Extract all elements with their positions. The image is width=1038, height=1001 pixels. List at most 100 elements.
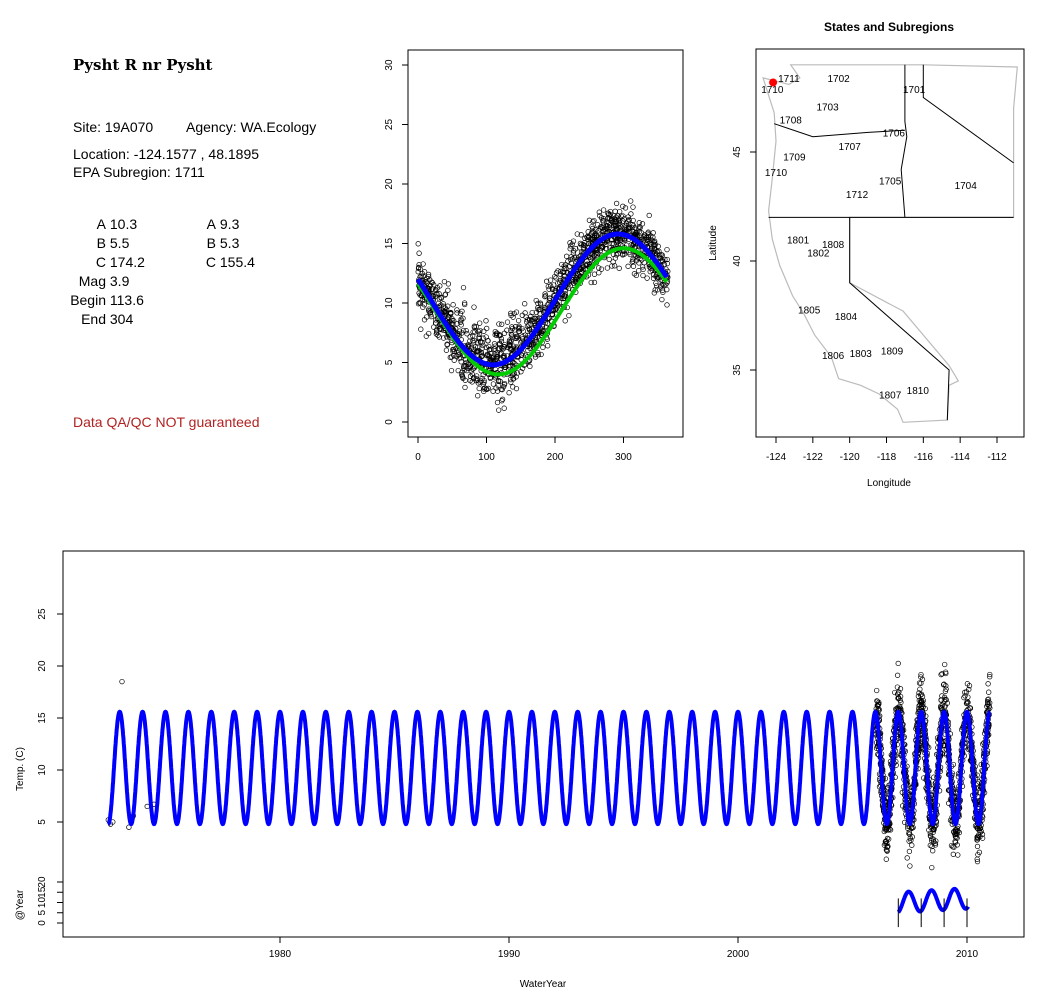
data-point bbox=[930, 848, 936, 854]
data-point bbox=[501, 353, 507, 359]
data-point bbox=[509, 324, 515, 330]
data-point bbox=[562, 318, 568, 324]
data-point bbox=[571, 248, 577, 254]
data-point bbox=[876, 707, 882, 713]
data-point bbox=[459, 308, 465, 314]
data-point bbox=[512, 327, 518, 333]
data-point bbox=[581, 242, 587, 248]
data-point bbox=[522, 301, 528, 307]
data-point bbox=[608, 217, 615, 223]
data-point bbox=[987, 671, 993, 678]
data-point bbox=[654, 251, 660, 258]
data-point bbox=[904, 855, 910, 861]
data-point bbox=[458, 322, 464, 328]
data-point bbox=[916, 680, 923, 686]
location: Location: -124.1577 , 48.1895 bbox=[73, 146, 260, 162]
param-label: C bbox=[95, 254, 106, 270]
data-point bbox=[942, 661, 948, 668]
data-point bbox=[506, 390, 512, 396]
y-tick-label: 40 bbox=[732, 255, 743, 267]
data-point bbox=[636, 268, 642, 274]
data-point bbox=[464, 367, 470, 374]
data-point bbox=[613, 239, 619, 246]
data-point bbox=[943, 670, 949, 677]
data-point bbox=[591, 271, 598, 277]
data-point bbox=[650, 248, 657, 254]
data-point bbox=[553, 270, 560, 276]
data-point bbox=[491, 346, 498, 352]
data-point bbox=[636, 228, 643, 235]
data-point bbox=[645, 236, 652, 242]
data-point bbox=[527, 363, 533, 370]
data-point bbox=[471, 304, 477, 310]
data-point bbox=[545, 283, 551, 290]
data-point bbox=[593, 232, 600, 238]
data-point bbox=[484, 351, 490, 358]
data-point bbox=[519, 365, 526, 372]
data-point bbox=[433, 287, 439, 293]
data-point bbox=[611, 216, 618, 222]
x-tick-label: 200 bbox=[547, 452, 564, 463]
data-point bbox=[596, 265, 602, 271]
data-point bbox=[613, 200, 620, 207]
data-point bbox=[442, 311, 449, 318]
data-point bbox=[580, 267, 586, 273]
data-point bbox=[650, 275, 657, 281]
data-point bbox=[463, 359, 469, 366]
data-point bbox=[436, 296, 443, 302]
data-point bbox=[974, 837, 980, 843]
data-point bbox=[504, 319, 511, 325]
data-point bbox=[515, 317, 522, 324]
data-point bbox=[465, 341, 472, 348]
data-point bbox=[589, 236, 596, 242]
region-label: 1805 bbox=[798, 305, 821, 316]
data-point bbox=[461, 300, 468, 306]
data-point bbox=[428, 312, 434, 318]
region-label: 1705 bbox=[879, 177, 902, 188]
data-point bbox=[943, 683, 949, 689]
data-point bbox=[660, 289, 666, 295]
data-point bbox=[506, 341, 513, 347]
data-point bbox=[918, 701, 925, 707]
data-point bbox=[436, 334, 442, 340]
data-point bbox=[604, 265, 611, 271]
data-point bbox=[514, 333, 520, 340]
data-point bbox=[450, 302, 456, 308]
data-point bbox=[468, 345, 475, 351]
data-point bbox=[542, 293, 549, 299]
data-point bbox=[525, 347, 531, 354]
data-point bbox=[440, 335, 447, 341]
data-point bbox=[535, 300, 541, 307]
data-point bbox=[499, 321, 505, 327]
data-point bbox=[591, 279, 598, 286]
data-point bbox=[894, 672, 901, 678]
data-point bbox=[518, 369, 524, 375]
data-point bbox=[490, 388, 496, 394]
params-col1: A 10.3 B 5.5 C 174.2 Mag 3.9 Begin 113.6… bbox=[50, 216, 145, 330]
data-point bbox=[909, 842, 915, 848]
data-point bbox=[894, 684, 901, 690]
data-point bbox=[918, 671, 924, 678]
data-point bbox=[630, 217, 636, 224]
data-point bbox=[447, 319, 453, 325]
data-point bbox=[606, 212, 612, 218]
data-point bbox=[494, 330, 500, 336]
data-point bbox=[978, 828, 984, 835]
data-point bbox=[577, 266, 584, 272]
data-point bbox=[529, 316, 536, 322]
data-point bbox=[659, 296, 665, 303]
region-label: 1709 bbox=[783, 153, 806, 164]
param-value: 113.6 bbox=[109, 292, 144, 308]
data-point bbox=[898, 706, 904, 712]
data-point bbox=[908, 837, 914, 843]
data-point bbox=[966, 683, 973, 689]
y-tick-label: 45 bbox=[732, 146, 743, 158]
data-point bbox=[432, 293, 439, 300]
data-point bbox=[628, 211, 634, 217]
data-point bbox=[570, 250, 577, 256]
data-point bbox=[637, 224, 643, 231]
data-point bbox=[435, 332, 441, 338]
data-point bbox=[454, 307, 460, 313]
data-point bbox=[598, 245, 604, 251]
data-point bbox=[558, 277, 564, 284]
